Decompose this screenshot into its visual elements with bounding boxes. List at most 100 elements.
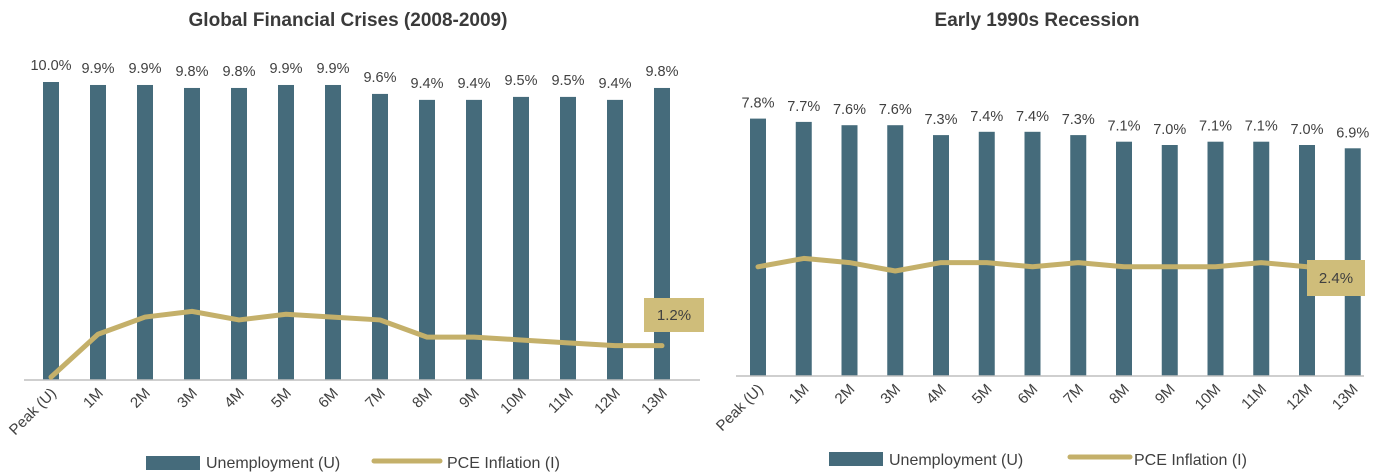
bar-value-label: 9.9% bbox=[316, 61, 349, 77]
bars-unemployment bbox=[750, 118, 1361, 377]
chart-early-1990s-recession: Early 1990s Recession 7.8% 7.7% 7.6% 7.6% 7.… bbox=[713, 10, 1369, 469]
callout-last-inflation: 2.4% bbox=[1307, 260, 1365, 296]
bar-11m bbox=[1253, 141, 1270, 376]
legend-label-unemployment: Unemployment (U) bbox=[889, 452, 1023, 469]
legend-swatch-unemployment bbox=[829, 452, 883, 466]
x-tick-label: 11M bbox=[1238, 381, 1270, 413]
bar-peak-u bbox=[750, 118, 766, 376]
x-tick-labels: Peak (U) 1M 2M 3M 4M 5M 6M 7M 8M 9M 10M 11M 12M 13M bbox=[6, 385, 671, 439]
bar-7m bbox=[1070, 135, 1087, 376]
x-tick-label: 3M bbox=[877, 381, 904, 408]
bar-value-label: 7.6% bbox=[879, 102, 912, 118]
bar-5m bbox=[978, 131, 995, 376]
bars-unemployment bbox=[43, 82, 670, 381]
x-tick-label: 13M bbox=[1329, 381, 1362, 414]
bar-value-label: 7.0% bbox=[1153, 122, 1186, 138]
bar-13m bbox=[654, 87, 670, 381]
x-tick-label: 7M bbox=[362, 385, 389, 412]
x-tick-label: 4M bbox=[221, 385, 248, 412]
bar-4m bbox=[231, 87, 247, 381]
bar-1m bbox=[90, 84, 106, 380]
bar-value-label: 7.3% bbox=[924, 112, 957, 128]
chart-title: Global Financial Crises (2008-2009) bbox=[189, 10, 508, 31]
x-tick-label: Peak (U) bbox=[6, 385, 60, 439]
bar-value-label: 6.9% bbox=[1336, 125, 1369, 141]
bar-value-label: 9.8% bbox=[175, 64, 208, 80]
chart-title: Early 1990s Recession bbox=[935, 10, 1140, 31]
callout-box bbox=[1307, 260, 1365, 296]
bar-value-label: 9.5% bbox=[504, 73, 537, 89]
x-tick-label: 7M bbox=[1060, 381, 1087, 408]
bar-value-label: 10.0% bbox=[30, 58, 71, 74]
bar-value-labels: 10.0% 9.9% 9.9% 9.8% 9.8% 9.9% 9.9% 9.6% 9.4% 9.4… bbox=[30, 58, 678, 92]
bar-value-label: 7.0% bbox=[1290, 122, 1323, 138]
bar-1m bbox=[795, 121, 812, 377]
bar-3m bbox=[184, 87, 200, 381]
x-tick-label: 11M bbox=[545, 385, 577, 417]
bar-value-label: 9.9% bbox=[269, 61, 302, 77]
bar-10m bbox=[513, 96, 529, 381]
bar-3m bbox=[887, 125, 904, 376]
bar-4m bbox=[933, 135, 949, 376]
legend-label-pce-inflation: PCE Inflation (I) bbox=[447, 455, 560, 472]
x-tick-label: 4M bbox=[923, 381, 950, 408]
legend-label-unemployment: Unemployment (U) bbox=[206, 455, 340, 472]
bar-value-label: 9.4% bbox=[598, 76, 631, 92]
line-pce-inflation bbox=[755, 255, 1356, 278]
x-tick-label: 5M bbox=[268, 385, 295, 412]
bar-7m bbox=[372, 93, 388, 381]
x-tick-label: 10M bbox=[1192, 381, 1225, 414]
pce-inflation-line bbox=[755, 255, 1356, 278]
legend: Unemployment (U) PCE Inflation (I) bbox=[829, 452, 1247, 469]
x-tick-label: 13M bbox=[638, 385, 671, 418]
bar-value-label: 7.1% bbox=[1245, 119, 1278, 135]
x-tick-label: 3M bbox=[174, 385, 201, 412]
callout-value: 1.2% bbox=[657, 307, 691, 324]
bar-2m bbox=[841, 125, 858, 376]
x-tick-label: 8M bbox=[409, 385, 436, 412]
bar-peak-u bbox=[43, 82, 59, 380]
x-tick-label: 9M bbox=[456, 385, 483, 412]
x-tick-label: 1M bbox=[80, 385, 107, 412]
legend-swatch-unemployment bbox=[146, 456, 200, 470]
legend: Unemployment (U) PCE Inflation (I) bbox=[146, 455, 560, 472]
bar-5m bbox=[278, 84, 294, 380]
bar-value-label: 7.4% bbox=[970, 109, 1003, 125]
x-tick-label: 2M bbox=[832, 381, 859, 408]
x-tick-label: 10M bbox=[497, 385, 530, 418]
bar-11m bbox=[560, 96, 576, 381]
bar-6m bbox=[325, 84, 341, 380]
bar-value-label: 9.8% bbox=[222, 64, 255, 80]
callout-box bbox=[644, 298, 704, 332]
bar-9m bbox=[1161, 145, 1178, 376]
bar-10m bbox=[1207, 141, 1224, 376]
line-pce-inflation bbox=[48, 308, 665, 380]
bar-value-label: 9.9% bbox=[128, 61, 161, 77]
bar-value-labels: 7.8% 7.7% 7.6% 7.6% 7.3% 7.4% 7.4% 7.3% 7.1% 7.0%… bbox=[741, 96, 1369, 142]
pce-inflation-line bbox=[48, 308, 665, 380]
x-tick-label: 1M bbox=[786, 381, 813, 408]
bar-value-label: 9.8% bbox=[645, 64, 678, 80]
bar-value-label: 7.7% bbox=[787, 99, 820, 115]
bar-value-label: 9.9% bbox=[81, 61, 114, 77]
bar-8m bbox=[1116, 141, 1132, 376]
bar-value-label: 9.6% bbox=[363, 70, 396, 86]
x-tick-label: 2M bbox=[127, 385, 154, 412]
chart-global-financial-crises: Global Financial Crises (2008-2009) 10.0… bbox=[6, 10, 704, 472]
x-tick-label: 12M bbox=[591, 385, 624, 418]
bar-2m bbox=[137, 84, 153, 380]
bar-8m bbox=[419, 99, 435, 380]
legend-label-pce-inflation: PCE Inflation (I) bbox=[1134, 452, 1247, 469]
x-tick-label: 12M bbox=[1283, 381, 1316, 414]
bar-value-label: 7.8% bbox=[741, 96, 774, 112]
bar-value-label: 7.1% bbox=[1199, 119, 1232, 135]
x-tick-label: 6M bbox=[1015, 381, 1042, 408]
bar-value-label: 7.6% bbox=[833, 102, 866, 118]
bar-6m bbox=[1024, 131, 1041, 376]
bar-value-label: 7.4% bbox=[1016, 109, 1049, 125]
bar-value-label: 9.5% bbox=[551, 73, 584, 89]
x-tick-label: 6M bbox=[315, 385, 342, 412]
x-tick-label: 9M bbox=[1152, 381, 1179, 408]
bar-value-label: 9.4% bbox=[410, 76, 443, 92]
